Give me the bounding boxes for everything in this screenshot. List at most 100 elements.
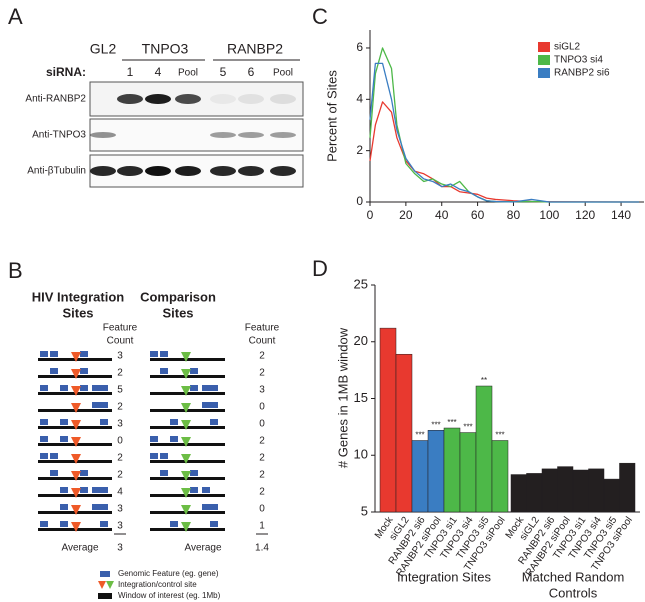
significance: ***: [447, 418, 456, 427]
site-marker: [181, 386, 191, 396]
genomic-feature: [202, 504, 210, 510]
site-marker: [71, 505, 81, 515]
genomic-feature: [40, 453, 48, 459]
y-axis-label: Percent of Sites: [324, 70, 339, 162]
panel-letter: C: [312, 4, 328, 29]
site-marker: [71, 386, 81, 396]
genomic-feature: [92, 402, 100, 408]
feature-count: 0: [259, 419, 265, 430]
lane-label: 5: [220, 65, 227, 79]
bar: [379, 327, 397, 513]
x-tick-label: 0: [367, 208, 374, 222]
feature-count: 2: [259, 351, 265, 362]
site-marker: [181, 420, 191, 430]
diagram-title: Comparison: [140, 289, 216, 304]
genomic-feature: [80, 368, 88, 374]
feature-count: 3: [117, 521, 123, 532]
legend-text: Genomic Feature (eg. gene): [118, 569, 219, 578]
genomic-feature: [160, 453, 168, 459]
blot-box: [89, 118, 304, 152]
feature-count: 2: [259, 368, 265, 379]
lane-label: 6: [248, 65, 255, 79]
legend-feature: [100, 571, 110, 577]
site-marker: [181, 437, 191, 447]
significance: ***: [495, 431, 504, 440]
window-bar: [150, 392, 225, 395]
count-header: Feature: [103, 323, 138, 334]
blot-band: [117, 166, 143, 176]
feature-count: 3: [117, 419, 123, 430]
genomic-feature: [60, 504, 68, 510]
site-marker: [181, 352, 191, 362]
blot-band: [90, 132, 116, 138]
blot-band: [270, 166, 296, 176]
genomic-feature: [60, 487, 68, 493]
blot-band: [270, 132, 296, 138]
legend-text: Integration/control site: [118, 580, 197, 589]
bar: [427, 430, 445, 513]
genomic-feature: [50, 368, 58, 374]
genomic-feature: [60, 521, 68, 527]
feature-count: 5: [117, 385, 123, 396]
blot-band: [238, 94, 264, 104]
blot-band: [175, 94, 201, 104]
legend-label: TNPO3 si4: [554, 55, 603, 66]
site-marker: [71, 437, 81, 447]
genomic-feature: [60, 385, 68, 391]
panel-letter: A: [8, 4, 23, 29]
legend-text: Window of interest (eg. 1Mb): [118, 591, 221, 600]
window-bar: [150, 426, 225, 429]
site-marker: [71, 352, 81, 362]
blot-band: [117, 94, 143, 104]
site-marker: [181, 403, 191, 413]
feature-count: 3: [117, 504, 123, 515]
site-marker: [71, 471, 81, 481]
feature-count: 2: [117, 402, 123, 413]
genomic-feature: [150, 453, 158, 459]
site-marker: [71, 522, 81, 532]
significance: ***: [415, 431, 424, 440]
site-marker: [181, 522, 191, 532]
feature-count: 2: [117, 470, 123, 481]
site-marker: [71, 420, 81, 430]
y-tick-label: 10: [354, 447, 368, 462]
genomic-feature: [210, 521, 218, 527]
bar: [557, 466, 574, 513]
legend-label: RANBP2 si6: [554, 68, 610, 79]
y-tick-label: 0: [356, 194, 363, 208]
lane-group-label: TNPO3: [142, 41, 189, 57]
genomic-feature: [100, 419, 108, 425]
average-label: Average: [184, 543, 222, 554]
bar: [510, 474, 527, 513]
line-series: [369, 62, 639, 203]
x-tick-label: 120: [575, 208, 595, 222]
legend-swatch: [538, 42, 550, 52]
count-header: Count: [249, 336, 276, 347]
sirna-label: siRNA:: [46, 65, 86, 79]
genomic-feature: [170, 521, 178, 527]
genomic-feature: [80, 385, 88, 391]
site-marker: [181, 488, 191, 498]
average-value: 1.4: [255, 543, 269, 554]
genomic-feature: [160, 351, 168, 357]
genomic-feature: [190, 385, 198, 391]
x-tick-label: 80: [507, 208, 521, 222]
y-axis-label: # Genes in 1MB window: [335, 327, 350, 468]
genomic-feature: [190, 368, 198, 374]
feature-count: 2: [259, 487, 265, 498]
x-tick-label: 60: [471, 208, 485, 222]
average-value: 3: [117, 543, 123, 554]
x-tick-label: 20: [399, 208, 413, 222]
feature-count: 2: [259, 436, 265, 447]
window-bar: [150, 443, 225, 446]
legend-label: siGL2: [554, 42, 581, 53]
legend-site: [98, 581, 106, 589]
feature-count: 2: [259, 470, 265, 481]
genomic-feature: [50, 351, 58, 357]
window-bar: [150, 460, 225, 463]
genomic-feature: [40, 419, 48, 425]
antibody-label: Anti-βTubulin: [27, 166, 86, 177]
genomic-feature: [92, 385, 100, 391]
x-tick-label: 40: [435, 208, 449, 222]
